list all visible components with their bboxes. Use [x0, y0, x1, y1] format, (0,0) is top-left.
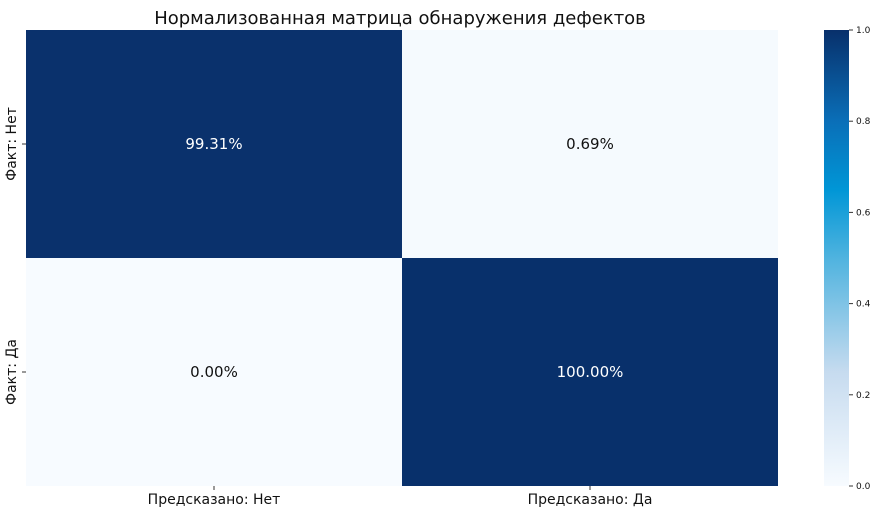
heatmap-cell: [26, 258, 402, 486]
heatmap-cell: [402, 30, 778, 258]
heatmap-cell: [26, 30, 402, 258]
cell-value-label: 0.00%: [190, 363, 238, 381]
colorbar-tick-label: 0.4: [856, 300, 871, 310]
colorbar-tick-label: 0.2: [856, 391, 870, 401]
heatmap-cell: [402, 258, 778, 486]
cell-value-label: 99.31%: [185, 135, 242, 153]
colorbar: [824, 30, 849, 486]
colorbar-tick-label: 1.0: [856, 26, 871, 36]
y-axis-ticks: Факт: Нет Факт: Да: [4, 107, 26, 405]
x-tick-label: Предсказано: Нет: [148, 492, 281, 508]
heatmap-cells: 99.31% 0.69% 0.00% 100.00%: [26, 30, 778, 486]
colorbar-tick-label: 0.8: [856, 117, 871, 127]
x-axis-ticks: Предсказано: Нет Предсказано: Да: [148, 486, 653, 508]
cell-value-label: 0.69%: [566, 135, 614, 153]
chart-title: Нормализованная матрица обнаружения дефе…: [154, 8, 646, 29]
colorbar-tick-label: 0.6: [856, 208, 871, 218]
y-tick-label: Факт: Да: [4, 339, 20, 405]
colorbar-ticks: 0.0 0.2 0.4 0.6 0.8 1.0: [849, 26, 871, 492]
x-tick-label: Предсказано: Да: [528, 492, 653, 508]
y-tick-label: Факт: Нет: [4, 107, 20, 181]
colorbar-tick-label: 0.0: [856, 482, 871, 492]
cell-value-label: 100.00%: [557, 363, 624, 381]
